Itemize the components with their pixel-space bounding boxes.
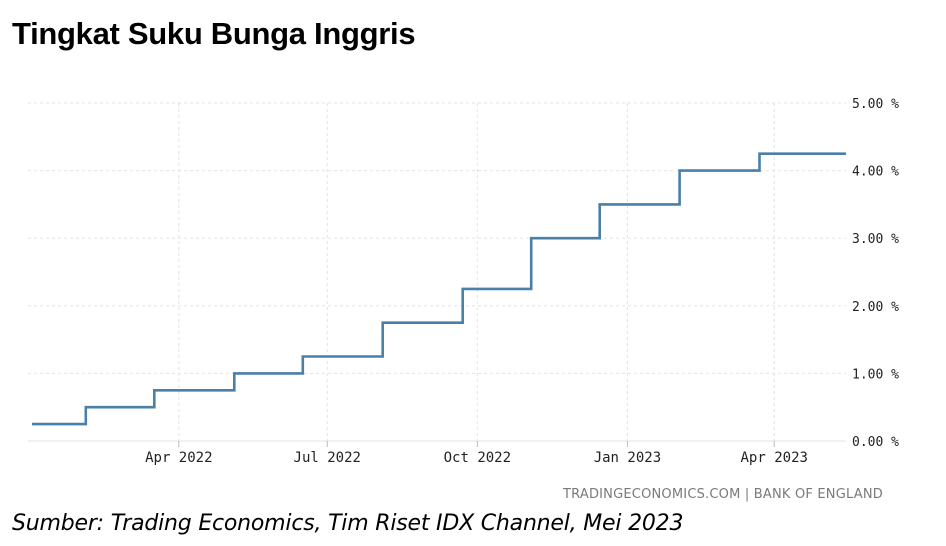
chart-grid [28, 102, 846, 447]
chart-title: Tingkat Suku Bunga Inggris [12, 16, 416, 51]
source-caption: Sumber: Trading Economics, Tim Riset IDX… [12, 511, 684, 536]
y-tick-label: 1.00 % [852, 367, 899, 382]
x-tick-label: Apr 2023 [741, 450, 808, 466]
y-tick-label: 5.00 % [852, 97, 899, 112]
x-tick-label: Apr 2022 [145, 450, 212, 466]
y-tick-label: 3.00 % [852, 232, 899, 247]
x-axis-ticks: Apr 2022 Jul 2022 Oct 2022 Jan 2023 Apr 2023 [145, 450, 808, 466]
series-line [32, 152, 846, 426]
y-tick-label: 0.00 % [852, 435, 899, 450]
series-layer [32, 152, 846, 426]
y-tick-label: 2.00 % [852, 300, 899, 315]
y-axis-ticks: 0.00 % 1.00 % 2.00 % 3.00 % 4.00 % 5.00 % [852, 97, 899, 450]
y-tick-label: 4.00 % [852, 165, 899, 180]
x-tick-label: Jul 2022 [294, 450, 361, 466]
data-attribution: TRADINGECONOMICS.COM | BANK OF ENGLAND [563, 487, 883, 502]
x-tick-label: Jan 2023 [594, 450, 661, 466]
x-tick-label: Oct 2022 [444, 450, 511, 466]
